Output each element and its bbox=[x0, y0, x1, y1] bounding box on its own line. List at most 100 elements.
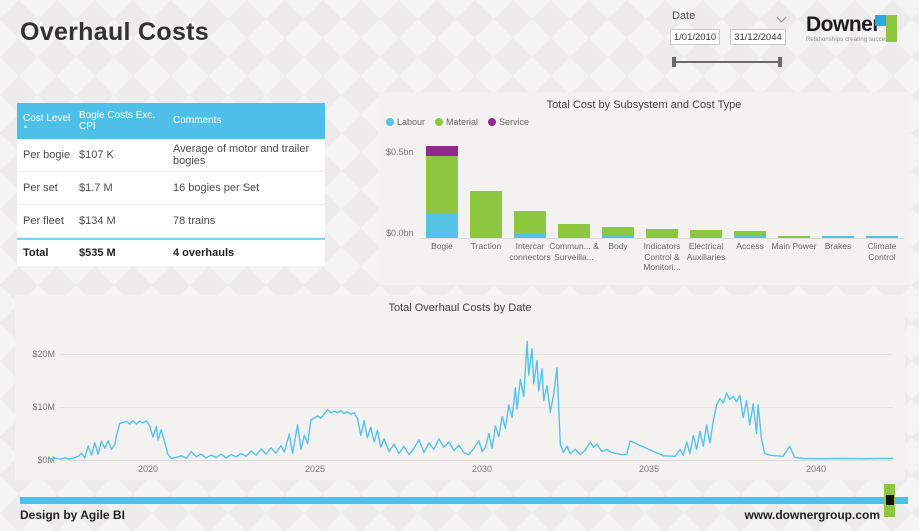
line-x-tick: 2035 bbox=[638, 464, 660, 474]
bar-segment-material[interactable] bbox=[690, 230, 722, 238]
bar-segment-labour[interactable] bbox=[558, 236, 590, 238]
downer-logo-tagline: Relationships creating success bbox=[806, 37, 892, 43]
line-y-tick: $0M bbox=[37, 455, 55, 465]
line-x-tick: 2025 bbox=[304, 464, 326, 474]
date-end-input[interactable] bbox=[730, 29, 786, 45]
bar-segment-labour[interactable] bbox=[822, 235, 854, 238]
bar-category-label: Traction bbox=[470, 241, 502, 251]
bar-segment-material[interactable] bbox=[514, 211, 546, 235]
table-row[interactable]: Per set $1.7 M 16 bogies per Set bbox=[17, 172, 325, 205]
bar-column[interactable]: Body bbox=[596, 138, 640, 251]
logo-blue-shape bbox=[875, 15, 886, 26]
line-series-total-overhaul-costs[interactable] bbox=[49, 340, 894, 460]
bar-segment-labour[interactable] bbox=[602, 235, 634, 238]
bar-category-label: Body bbox=[608, 241, 628, 251]
bar-segment-labour[interactable] bbox=[866, 235, 898, 238]
footer-website-link[interactable]: www.downergroup.com bbox=[744, 508, 880, 522]
bar-category-label: Indicators Control & Monitori... bbox=[643, 241, 681, 273]
bar-segment-material[interactable] bbox=[558, 223, 590, 237]
bar-segment-material[interactable] bbox=[646, 228, 678, 238]
bar-stack bbox=[866, 235, 898, 238]
bar-category-label: Climate Control bbox=[867, 241, 897, 262]
bar-column[interactable]: Traction bbox=[464, 138, 508, 251]
bar-segment-material[interactable] bbox=[470, 190, 502, 237]
legend-label: Labour bbox=[397, 117, 426, 127]
cell-cost: $134 M bbox=[79, 215, 116, 227]
legend-item-material[interactable]: Material bbox=[435, 117, 478, 127]
bar-column[interactable]: Electrical Auxiliaries bbox=[684, 138, 728, 262]
cell-cost-level: Per bogie bbox=[23, 149, 71, 161]
line-x-tick: 2020 bbox=[137, 464, 159, 474]
column-header-bogie-costs[interactable]: Bogie Costs Exc. CPI bbox=[79, 109, 156, 133]
bar-axis-baseline bbox=[420, 238, 904, 239]
bar-column[interactable]: Bogie bbox=[420, 138, 464, 251]
sort-ascending-icon: ▲ bbox=[23, 124, 28, 131]
table-row[interactable]: Per fleet $134 M 78 trains bbox=[17, 205, 325, 238]
cell-comment: 78 trains bbox=[173, 215, 216, 227]
bar-stack bbox=[514, 211, 546, 238]
line-x-tick: 2030 bbox=[471, 464, 493, 474]
bar-category-label: Commun... & Surveilla... bbox=[549, 241, 599, 262]
slider-handle-end[interactable] bbox=[778, 57, 782, 67]
downer-logo-text: Downer bbox=[806, 13, 881, 36]
gridline-20m bbox=[60, 354, 893, 355]
bar-y-tick: $0.0bn bbox=[386, 228, 414, 238]
line-chart-panel: Total Overhaul Costs by Date $0M $10M $2… bbox=[15, 295, 905, 480]
legend-dot-service bbox=[488, 118, 497, 126]
bar-segment-labour[interactable] bbox=[426, 213, 458, 238]
bar-segment-material[interactable] bbox=[778, 235, 810, 238]
bar-column[interactable]: Commun... & Surveilla... bbox=[549, 138, 599, 262]
bar-stack bbox=[646, 228, 678, 238]
cell-total-comment: 4 overhauls bbox=[173, 247, 235, 259]
bar-category-label: Brakes bbox=[824, 241, 852, 251]
gridline-0m bbox=[60, 460, 893, 461]
bar-segment-service[interactable] bbox=[426, 146, 458, 157]
column-header-cost-level[interactable]: Cost Level ▲ bbox=[17, 113, 73, 130]
date-range-slider[interactable] bbox=[672, 57, 782, 67]
bar-chart-panel: Total Cost by Subsystem and Cost Type La… bbox=[378, 92, 910, 285]
slider-handle-start[interactable] bbox=[672, 57, 676, 67]
footer-logo-black-square bbox=[886, 495, 894, 505]
legend-label: Service bbox=[499, 117, 530, 127]
bar-plot: Bogie Traction Intercar connectors Commun..… bbox=[420, 138, 904, 272]
bar-stack bbox=[470, 190, 502, 238]
bar-y-tick: $0.5bn bbox=[386, 147, 414, 157]
chevron-down-icon[interactable] bbox=[776, 12, 787, 23]
cell-cost: $1.7 M bbox=[79, 182, 113, 194]
bar-segment-material[interactable] bbox=[734, 231, 766, 235]
downer-logo: Downer Relationships creating success bbox=[806, 13, 910, 55]
bar-category-label: Access bbox=[736, 241, 764, 251]
legend-item-labour[interactable]: Labour bbox=[386, 117, 425, 127]
bar-segment-labour[interactable] bbox=[514, 234, 546, 238]
bar-segment-material[interactable] bbox=[602, 227, 634, 236]
bar-category-label: Electrical Auxiliaries bbox=[686, 241, 726, 262]
bar-column[interactable]: Climate Control bbox=[860, 138, 904, 262]
legend-item-service[interactable]: Service bbox=[488, 117, 529, 127]
bar-category-label: Bogie bbox=[431, 241, 453, 251]
bar-segment-labour[interactable] bbox=[470, 236, 502, 238]
cell-cost: $107 K bbox=[79, 149, 114, 161]
bar-column[interactable]: Indicators Control & Monitori... bbox=[640, 138, 684, 272]
line-x-tick: 2040 bbox=[805, 464, 827, 474]
cost-table: Cost Level ▲ Bogie Costs Exc. CPI Commen… bbox=[17, 103, 325, 266]
cell-comment: Average of motor and trailer bogies bbox=[173, 143, 310, 167]
bar-stack bbox=[558, 223, 590, 238]
date-start-input[interactable] bbox=[670, 29, 720, 45]
bar-category-label: Main Power bbox=[771, 241, 817, 251]
bar-column[interactable]: Main Power bbox=[772, 138, 816, 251]
footer-credit: Design by Agile BI bbox=[20, 508, 125, 522]
bar-stack bbox=[822, 235, 854, 238]
date-slicer-label: Date bbox=[672, 10, 696, 22]
line-y-tick: $20M bbox=[32, 349, 55, 359]
column-header-comments[interactable]: Comments bbox=[173, 115, 222, 127]
logo-green-shape bbox=[886, 15, 897, 42]
bar-column[interactable]: Intercar connectors bbox=[508, 138, 552, 262]
bar-segment-labour[interactable] bbox=[734, 234, 766, 238]
bar-segment-material[interactable] bbox=[426, 156, 458, 214]
line-chart-svg[interactable] bbox=[15, 295, 905, 480]
bar-column[interactable]: Access bbox=[728, 138, 772, 251]
table-row[interactable]: Per bogie $107 K Average of motor and tr… bbox=[17, 139, 325, 172]
bar-column[interactable]: Brakes bbox=[816, 138, 860, 251]
bar-stack bbox=[602, 227, 634, 238]
